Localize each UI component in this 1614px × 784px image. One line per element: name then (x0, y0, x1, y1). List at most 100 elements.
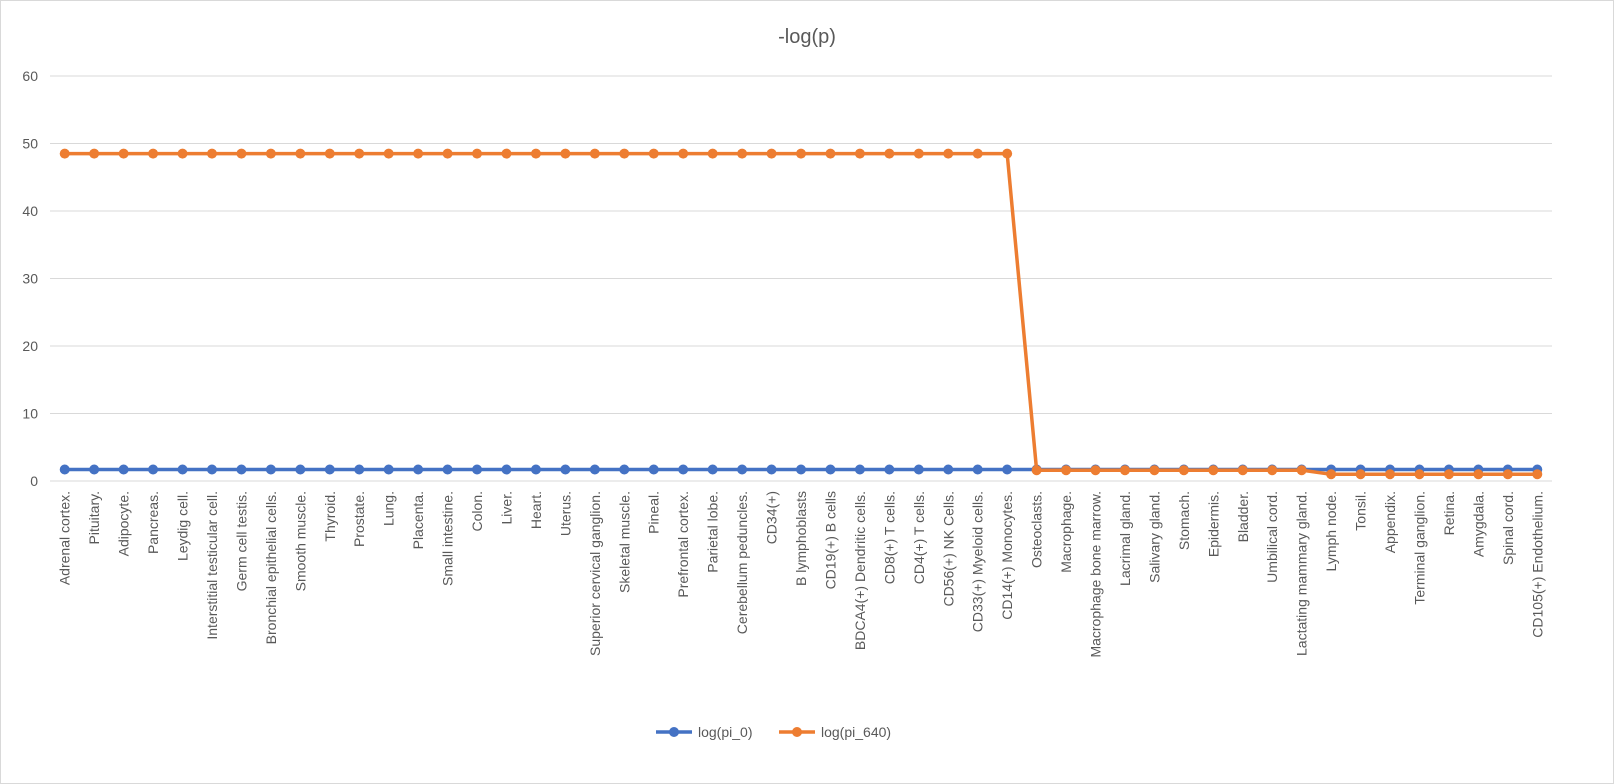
data-point (1061, 465, 1072, 476)
y-tick-label: 50 (22, 136, 38, 152)
data-point (648, 148, 659, 159)
x-tick-label: Interstitial testicular cell. (204, 491, 220, 640)
x-tick-label: BDCA4(+) Dendritic cells. (852, 491, 868, 650)
data-point (59, 464, 70, 475)
data-point (177, 464, 188, 475)
x-tick-label: Prostate. (351, 491, 367, 547)
x-tick-label: Lung. (381, 491, 397, 526)
legend-marker (669, 727, 679, 737)
data-point (501, 148, 512, 159)
x-tick-label: Skeletal muscle. (616, 491, 632, 593)
y-tick-label: 20 (22, 338, 38, 354)
data-point (678, 464, 689, 475)
y-tick-label: 40 (22, 203, 38, 219)
data-point (943, 464, 954, 475)
data-point (89, 148, 100, 159)
y-axis-tick-labels: 0 10 20 30 40 50 60 (22, 68, 38, 489)
x-tick-label: Stomach. (1176, 491, 1192, 550)
y-tick-label: 30 (22, 271, 38, 287)
x-tick-label: Lacrimal gland. (1117, 491, 1133, 586)
data-point (1502, 469, 1513, 480)
data-point (825, 148, 836, 159)
x-tick-label: Parietal lobe. (705, 491, 721, 573)
data-point (89, 464, 100, 475)
data-point (1473, 469, 1484, 480)
x-tick-label: Terminal ganglion. (1411, 491, 1427, 605)
data-point (943, 148, 954, 159)
data-point (1002, 148, 1013, 159)
data-point (413, 464, 424, 475)
x-tick-label: CD34(+) (764, 491, 780, 544)
data-point (1090, 465, 1101, 476)
legend-item: log(pi_0) (656, 724, 752, 740)
data-point (442, 464, 453, 475)
data-point (1119, 465, 1130, 476)
y-tick-label: 60 (22, 68, 38, 84)
data-point (148, 464, 159, 475)
x-tick-label: CD33(+) Myeloid cells. (970, 491, 986, 632)
data-point (148, 148, 159, 159)
legend-marker (792, 727, 802, 737)
data-point (737, 148, 748, 159)
data-point (295, 148, 306, 159)
data-point (206, 464, 217, 475)
x-tick-label: Liver. (498, 491, 514, 524)
x-tick-label: CD14(+) Monocytes. (999, 491, 1015, 620)
x-tick-label: B lymphoblasts (793, 491, 809, 586)
data-point (1267, 465, 1278, 476)
data-point (884, 148, 895, 159)
data-point (413, 148, 424, 159)
data-point (913, 464, 924, 475)
data-point (796, 464, 806, 475)
data-point (265, 148, 276, 159)
x-tick-label: Pineal. (646, 491, 662, 534)
data-point (295, 464, 306, 475)
x-tick-label: Amygdala. (1470, 491, 1486, 557)
data-point (1178, 465, 1189, 476)
data-point (206, 148, 217, 159)
data-point (1208, 465, 1219, 476)
series-2 (59, 148, 1543, 480)
data-point (707, 464, 718, 475)
x-tick-label: Lymph node. (1323, 491, 1339, 571)
data-point (1149, 465, 1160, 476)
data-point (1414, 469, 1425, 480)
data-point (1237, 465, 1248, 476)
data-point (383, 148, 394, 159)
x-tick-label: Retina. (1441, 491, 1457, 535)
data-point (354, 464, 365, 475)
legend-label: log(pi_0) (698, 724, 752, 740)
data-point (1532, 469, 1543, 480)
x-tick-label: Pituitary. (86, 491, 102, 544)
x-tick-label: Germ cell testis. (233, 491, 249, 591)
legend-item: log(pi_640) (779, 724, 891, 740)
x-tick-label: Placenta. (410, 491, 426, 549)
data-point (383, 464, 394, 475)
x-tick-label: Smooth muscle. (292, 491, 308, 591)
data-point (972, 464, 983, 475)
x-tick-label: Superior cervical ganglion. (587, 491, 603, 656)
x-tick-label: CD56(+) NK Cells. (940, 491, 956, 607)
data-point (796, 148, 806, 159)
x-tick-label: Macrophage bone marrow. (1088, 491, 1104, 658)
data-point (1002, 464, 1013, 475)
data-point (59, 148, 70, 159)
gridlines (50, 75, 1552, 482)
data-point (766, 464, 777, 475)
data-point (1355, 469, 1366, 480)
y-tick-label: 0 (30, 473, 38, 489)
x-tick-label: Cerebellum peduncles. (734, 491, 750, 634)
data-point (825, 464, 836, 475)
x-tick-label: Salivary gland. (1146, 491, 1162, 583)
data-point (442, 148, 453, 159)
data-point (913, 148, 924, 159)
x-tick-label: CD4(+) T cells. (911, 491, 927, 584)
data-point (707, 148, 718, 159)
x-tick-label: Adrenal cortex. (57, 491, 73, 585)
data-point (589, 464, 600, 475)
data-point (1443, 469, 1454, 480)
x-axis-tick-labels: Adrenal cortex. Pituitary. Adipocyte. Pancr… (57, 491, 1546, 658)
data-point (854, 148, 865, 159)
